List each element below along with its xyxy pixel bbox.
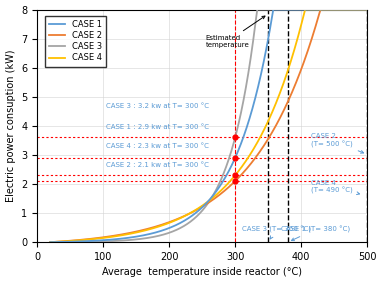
Text: CASE 3 (T= 360 °C): CASE 3 (T= 360 °C) [242, 226, 311, 239]
Text: CASE 2
(T= 500 °C): CASE 2 (T= 500 °C) [311, 133, 364, 153]
Text: CASE 1 : 2.9 kw at T= 300 °C: CASE 1 : 2.9 kw at T= 300 °C [107, 124, 209, 130]
Text: Estimated
temperature: Estimated temperature [206, 16, 265, 48]
Text: CASE 2 : 2.1 kw at T= 300 °C: CASE 2 : 2.1 kw at T= 300 °C [107, 162, 209, 168]
Y-axis label: Electric power consuption (kW): Electric power consuption (kW) [6, 50, 16, 202]
Text: CASE 4 : 2.3 kw at T= 300 °C: CASE 4 : 2.3 kw at T= 300 °C [107, 143, 209, 149]
Text: CASE 3 : 3.2 kw at T= 300 °C: CASE 3 : 3.2 kw at T= 300 °C [107, 103, 209, 109]
Legend: CASE 1, CASE 2, CASE 3, CASE 4: CASE 1, CASE 2, CASE 3, CASE 4 [45, 16, 106, 67]
Text: CASE 1 (T= 380 °C): CASE 1 (T= 380 °C) [282, 226, 351, 241]
X-axis label: Average  temperature inside reactor (°C): Average temperature inside reactor (°C) [102, 267, 302, 277]
Text: CASE 4
(T= 490 °C): CASE 4 (T= 490 °C) [311, 180, 359, 195]
